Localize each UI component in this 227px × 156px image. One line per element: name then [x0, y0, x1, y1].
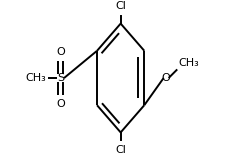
Text: S: S	[57, 73, 64, 83]
Text: O: O	[56, 46, 65, 56]
Text: Cl: Cl	[115, 145, 126, 155]
Text: O: O	[56, 100, 65, 110]
Text: CH₃: CH₃	[25, 73, 46, 83]
Text: CH₃: CH₃	[179, 58, 199, 68]
Text: Cl: Cl	[115, 1, 126, 11]
Text: O: O	[161, 73, 170, 83]
